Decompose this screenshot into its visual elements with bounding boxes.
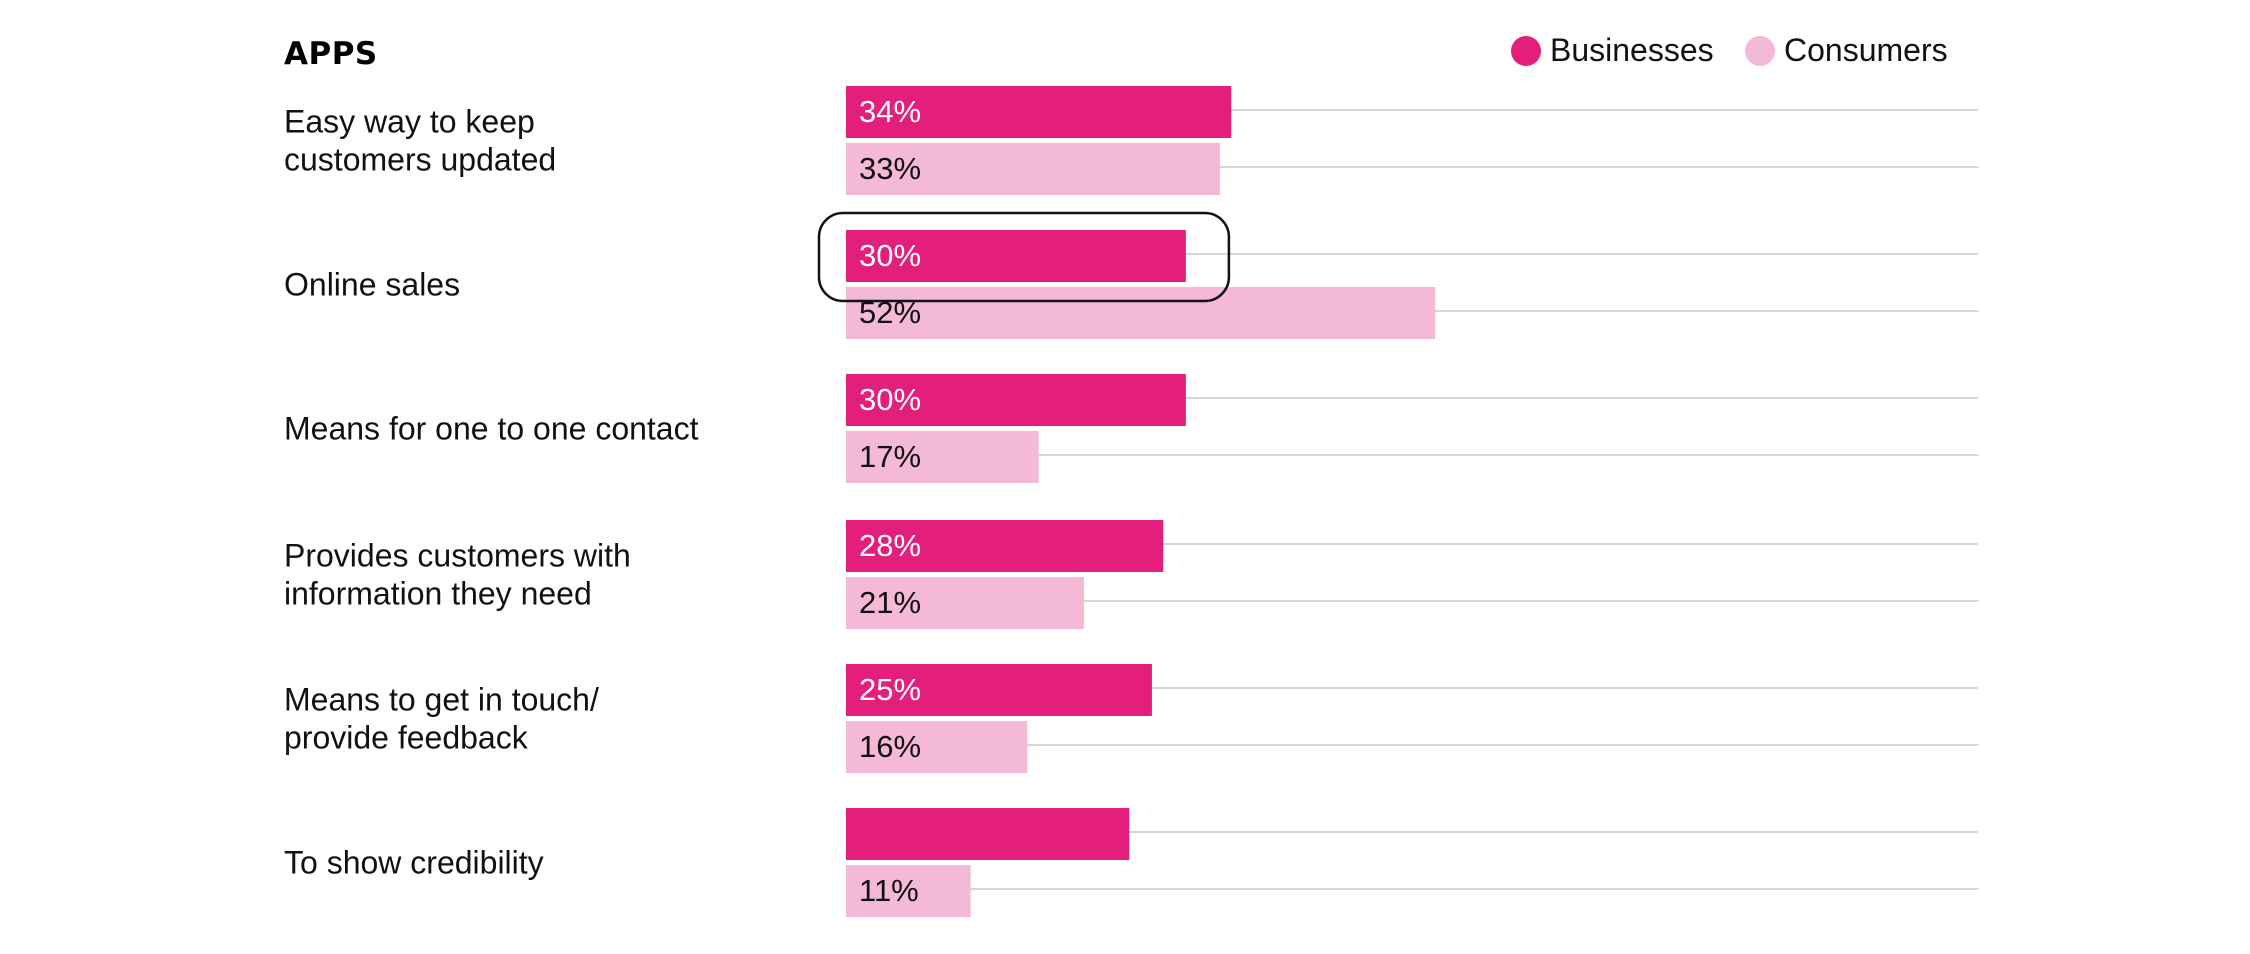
bar-consumers-2 — [846, 287, 1436, 339]
bar-consumers-5 — [846, 721, 1028, 773]
bar-businesses-5 — [846, 664, 1152, 716]
value-label-businesses-1: 34% — [859, 94, 921, 129]
value-label-consumers-3: 17% — [859, 439, 921, 474]
bars: 34%33%30%52%30%17%28%21%25%16%11% — [846, 86, 1436, 917]
value-label-businesses-2: 30% — [859, 238, 921, 273]
category-labels: Easy way to keep customers updated Online … — [284, 104, 699, 881]
category-label-1: Easy way to keep customers updated — [284, 104, 556, 178]
value-label-businesses-3: 30% — [859, 382, 921, 417]
legend-label-businesses: Businesses — [1550, 32, 1714, 68]
bar-businesses-6 — [846, 808, 1130, 860]
bar-consumers-1 — [846, 143, 1220, 195]
value-label-consumers-6: 11% — [859, 873, 919, 908]
bar-consumers-3 — [846, 431, 1039, 483]
legend-swatch-businesses — [1511, 36, 1541, 66]
category-label-6: To show credibility — [284, 845, 544, 881]
category-label-4: Provides customers with information they … — [284, 538, 631, 612]
legend-label-consumers: Consumers — [1784, 32, 1948, 68]
bar-consumers-6 — [846, 865, 971, 917]
bar-businesses-2 — [846, 230, 1186, 282]
bar-consumers-4 — [846, 577, 1084, 629]
value-label-consumers-4: 21% — [859, 585, 921, 620]
value-label-consumers-5: 16% — [859, 729, 921, 764]
legend-swatch-consumers — [1745, 36, 1775, 66]
highlight-outline — [817, 211, 1231, 303]
value-label-consumers-1: 33% — [859, 151, 921, 186]
bar-businesses-3 — [846, 374, 1186, 426]
category-label-5: Means to get in touch/provide feedback — [284, 682, 599, 756]
value-label-businesses-4: 28% — [859, 528, 921, 563]
chart-title: APPS — [284, 36, 378, 72]
category-label-2: Online sales — [284, 267, 460, 303]
value-label-businesses-5: 25% — [859, 672, 921, 707]
bar-businesses-1 — [846, 86, 1232, 138]
highlight-box — [817, 211, 1231, 303]
bar-businesses-4 — [846, 520, 1164, 572]
category-label-3: Means for one to one contact — [284, 411, 699, 447]
legend: Businesses Consumers — [1511, 32, 1948, 68]
